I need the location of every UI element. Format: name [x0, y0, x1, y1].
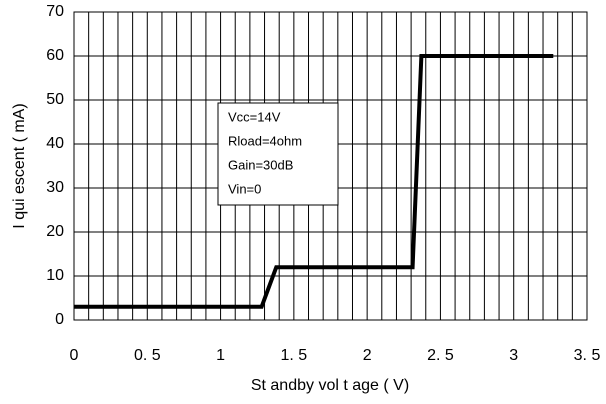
x-tick-label: 3 — [509, 347, 518, 364]
annotation: Vcc=14V — [228, 109, 281, 124]
data-line — [74, 54, 554, 309]
y-tick-label: 70 — [46, 3, 64, 20]
x-tick-label: 1 — [216, 347, 225, 364]
x-tick-label: 1. 5 — [281, 347, 308, 364]
annotation: Vin=0 — [228, 181, 261, 196]
x-tick-label: 2 — [363, 347, 372, 364]
plot-border — [73, 11, 588, 321]
y-tick-label: 60 — [46, 47, 64, 64]
annotation: Gain=30dB — [228, 157, 293, 172]
annotation-box — [217, 102, 339, 206]
x-tick-label: 0 — [70, 347, 79, 364]
y-tick-label: 10 — [46, 267, 64, 284]
y-tick-label: 0 — [55, 311, 64, 328]
x-tick-label: 0. 5 — [134, 347, 161, 364]
x-tick-label: 2. 5 — [427, 347, 454, 364]
y-tick-label: 50 — [46, 91, 64, 108]
y-tick-label: 20 — [46, 223, 64, 240]
y-tick-label: 40 — [46, 135, 64, 152]
y-tick-label: 30 — [46, 179, 64, 196]
y-axis-label: I qui escent ( mA) — [11, 103, 28, 228]
x-tick-label: 3. 5 — [574, 347, 601, 364]
annotation: Rload=4ohm — [228, 133, 302, 148]
x-axis-label: St andby vol t age ( V) — [251, 377, 409, 394]
